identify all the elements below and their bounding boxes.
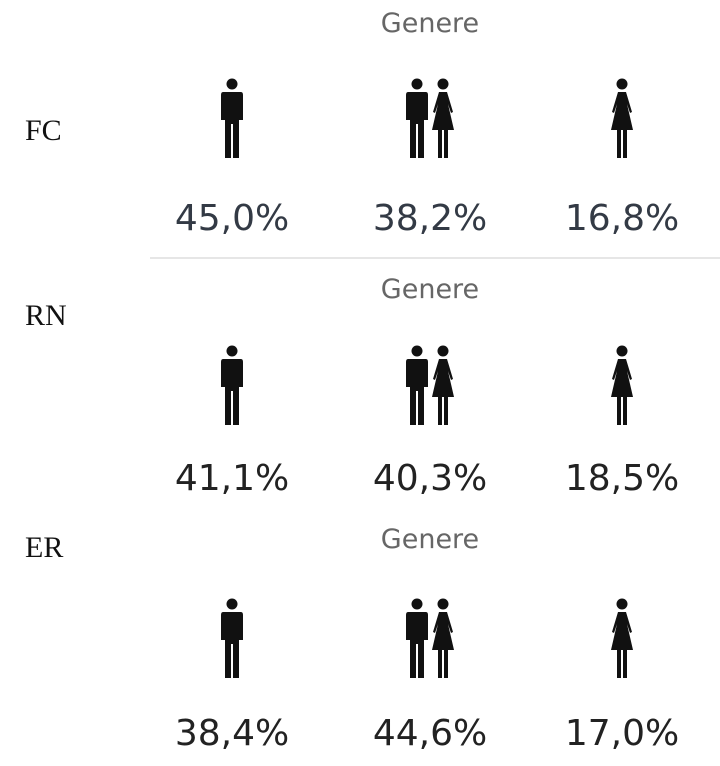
percentage: 41,1% [175,458,289,499]
row-label: FC [25,114,62,147]
percentage: 40,3% [373,458,487,499]
man-icon [406,78,428,158]
percentage: 16,8% [565,198,679,239]
percentage: 44,6% [373,713,487,754]
man-icon [221,78,243,158]
section-title: Genere [381,524,479,555]
row-label: RN [25,299,67,332]
percentage: 38,2% [373,198,487,239]
woman-icon [432,345,454,425]
man-icon [221,345,243,425]
percentage: 17,0% [565,713,679,754]
percentage: 45,0% [175,198,289,239]
percentage: 38,4% [175,713,289,754]
woman-icon [611,78,633,158]
man-icon [221,598,243,678]
woman-icon [611,598,633,678]
row-label: ER [25,531,63,564]
section-title: Genere [381,8,479,39]
section-title: Genere [381,274,479,305]
man-icon [406,345,428,425]
woman-icon [611,345,633,425]
woman-icon [432,78,454,158]
man-icon [406,598,428,678]
woman-icon [432,598,454,678]
percentage: 18,5% [565,458,679,499]
